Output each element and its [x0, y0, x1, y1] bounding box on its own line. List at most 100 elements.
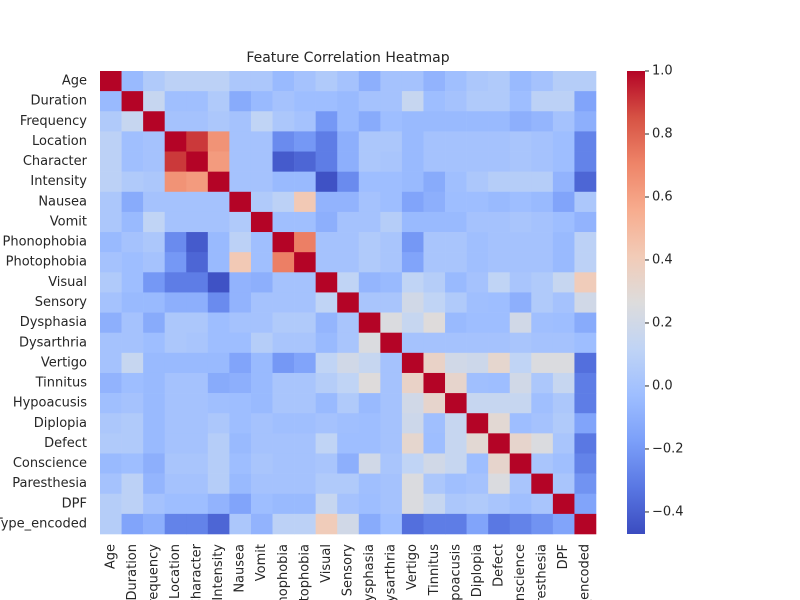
- heatmap-cell: [574, 151, 597, 172]
- heatmap-cell: [207, 413, 230, 434]
- heatmap-cell: [186, 71, 209, 92]
- heatmap-cell: [380, 211, 403, 233]
- heatmap-cell: [358, 232, 381, 253]
- heatmap-cell: [358, 473, 381, 495]
- heatmap-cell: [358, 151, 381, 172]
- heatmap-cell: [100, 453, 122, 474]
- heatmap-cell: [121, 211, 144, 233]
- heatmap-cell: [100, 393, 122, 414]
- heatmap-cell: [250, 493, 273, 515]
- heatmap-cell: [143, 513, 165, 535]
- heatmap-cell: [488, 71, 511, 92]
- heatmap-cell: [531, 131, 554, 152]
- heatmap-cell: [488, 171, 511, 193]
- heatmap-cell: [401, 413, 424, 434]
- heatmap-cell: [552, 433, 575, 454]
- heatmap-cell: [143, 473, 165, 495]
- heatmap-cell: [531, 232, 554, 253]
- heatmap-cell: [164, 292, 187, 313]
- heatmap-cell: [229, 453, 252, 474]
- heatmap-cell: [100, 91, 122, 112]
- heatmap-cell: [574, 513, 597, 535]
- heatmap-cell: [509, 493, 532, 515]
- heatmap-cell: [164, 71, 187, 92]
- heatmap-cell: [272, 493, 295, 515]
- heatmap-cell: [100, 493, 122, 515]
- heatmap-cell: [509, 171, 532, 193]
- heatmap-cell: [207, 513, 230, 535]
- y-tick-label: Dysphasia: [20, 315, 87, 330]
- heatmap-cell: [337, 493, 360, 515]
- x-tick-label: Duration: [125, 544, 140, 600]
- heatmap-cell: [358, 433, 381, 454]
- heatmap-cell: [250, 393, 273, 414]
- heatmap-cell: [250, 292, 273, 313]
- heatmap-cell: [272, 453, 295, 474]
- y-tick-label: Photophobia: [6, 255, 87, 270]
- heatmap-cell: [509, 211, 532, 233]
- heatmap-cell: [100, 151, 122, 172]
- heatmap-cell: [401, 191, 424, 213]
- heatmap-cell: [488, 493, 511, 515]
- x-tick-label: Location: [168, 544, 183, 599]
- heatmap-cell: [294, 413, 316, 434]
- heatmap-cell: [445, 312, 467, 333]
- heatmap-cell: [272, 312, 295, 333]
- heatmap-cell: [509, 292, 532, 313]
- heatmap-cell: [509, 473, 532, 495]
- heatmap-cell: [121, 191, 144, 213]
- x-tick-label: Tinnitus: [427, 544, 442, 597]
- heatmap-cell: [164, 111, 187, 132]
- heatmap-cell: [574, 71, 597, 92]
- heatmap-cell: [100, 111, 122, 132]
- heatmap-cell: [229, 352, 252, 374]
- heatmap-cell: [466, 232, 489, 253]
- heatmap-cell: [250, 372, 273, 394]
- heatmap-cell: [423, 111, 446, 132]
- x-tick-label: Character: [190, 543, 205, 600]
- heatmap-cell: [401, 352, 424, 374]
- heatmap-cell: [100, 272, 122, 293]
- heatmap-cell: [229, 292, 252, 313]
- heatmap-cell: [294, 393, 316, 414]
- heatmap-cell: [250, 111, 273, 132]
- heatmap-cell: [509, 131, 532, 152]
- heatmap-cell: [509, 372, 532, 394]
- heatmap-cell: [509, 393, 532, 414]
- heatmap-cell: [272, 131, 295, 152]
- heatmap-cell: [315, 312, 338, 333]
- heatmap-cell: [358, 252, 381, 273]
- heatmap-cell: [229, 252, 252, 273]
- heatmap-cell: [294, 71, 316, 92]
- heatmap-cell: [229, 272, 252, 293]
- heatmap-cell: [143, 91, 165, 112]
- heatmap-cell: [445, 513, 467, 535]
- heatmap-cell: [445, 433, 467, 454]
- heatmap-cell: [121, 252, 144, 273]
- heatmap-cell: [143, 252, 165, 273]
- heatmap-cell: [250, 312, 273, 333]
- heatmap-cell: [186, 312, 209, 333]
- heatmap-cell: [509, 91, 532, 112]
- heatmap-cell: [531, 332, 554, 354]
- heatmap-cell: [164, 393, 187, 414]
- heatmap-cell: [358, 513, 381, 535]
- heatmap-cell: [164, 352, 187, 374]
- heatmap-cell: [509, 453, 532, 474]
- heatmap-cell: [552, 372, 575, 394]
- heatmap-cell: [207, 332, 230, 354]
- heatmap-cell: [358, 211, 381, 233]
- heatmap-cell: [531, 473, 554, 495]
- heatmap-cell: [121, 272, 144, 293]
- heatmap-cell: [358, 312, 381, 333]
- heatmap-cell: [531, 393, 554, 414]
- heatmap-cell: [358, 171, 381, 193]
- heatmap-cell: [552, 91, 575, 112]
- heatmap-cell: [423, 171, 446, 193]
- heatmap-cell: [143, 171, 165, 193]
- heatmap-cell: [380, 131, 403, 152]
- heatmap-cell: [531, 151, 554, 172]
- heatmap-cell: [552, 191, 575, 213]
- heatmap-cell: [207, 393, 230, 414]
- heatmap-cell: [229, 151, 252, 172]
